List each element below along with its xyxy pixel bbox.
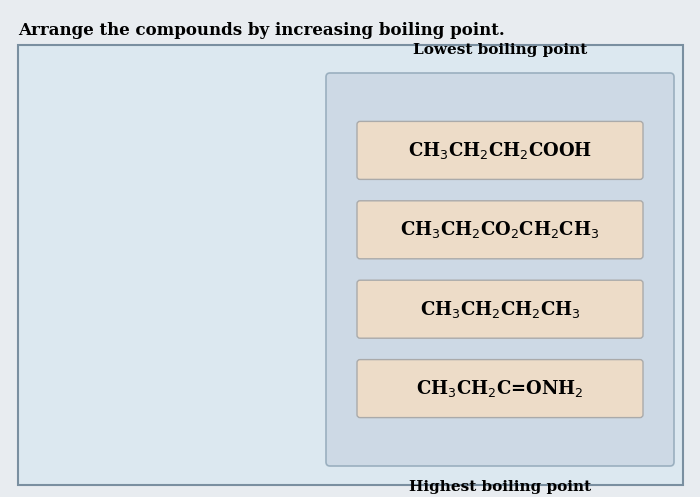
FancyBboxPatch shape bbox=[326, 73, 674, 466]
Text: CH$_3$CH$_2$CH$_2$COOH: CH$_3$CH$_2$CH$_2$COOH bbox=[408, 140, 592, 161]
FancyBboxPatch shape bbox=[357, 360, 643, 417]
FancyBboxPatch shape bbox=[18, 45, 683, 485]
Text: CH$_3$CH$_2$C=ONH$_2$: CH$_3$CH$_2$C=ONH$_2$ bbox=[416, 378, 584, 399]
Text: Lowest boiling point: Lowest boiling point bbox=[413, 43, 587, 57]
FancyBboxPatch shape bbox=[357, 121, 643, 179]
Text: Arrange the compounds by increasing boiling point.: Arrange the compounds by increasing boil… bbox=[18, 22, 505, 39]
Text: CH$_3$CH$_2$CO$_2$CH$_2$CH$_3$: CH$_3$CH$_2$CO$_2$CH$_2$CH$_3$ bbox=[400, 219, 600, 241]
FancyBboxPatch shape bbox=[357, 201, 643, 259]
Text: Highest boiling point: Highest boiling point bbox=[409, 480, 591, 494]
FancyBboxPatch shape bbox=[357, 280, 643, 338]
Text: CH$_3$CH$_2$CH$_2$CH$_3$: CH$_3$CH$_2$CH$_2$CH$_3$ bbox=[420, 299, 580, 320]
